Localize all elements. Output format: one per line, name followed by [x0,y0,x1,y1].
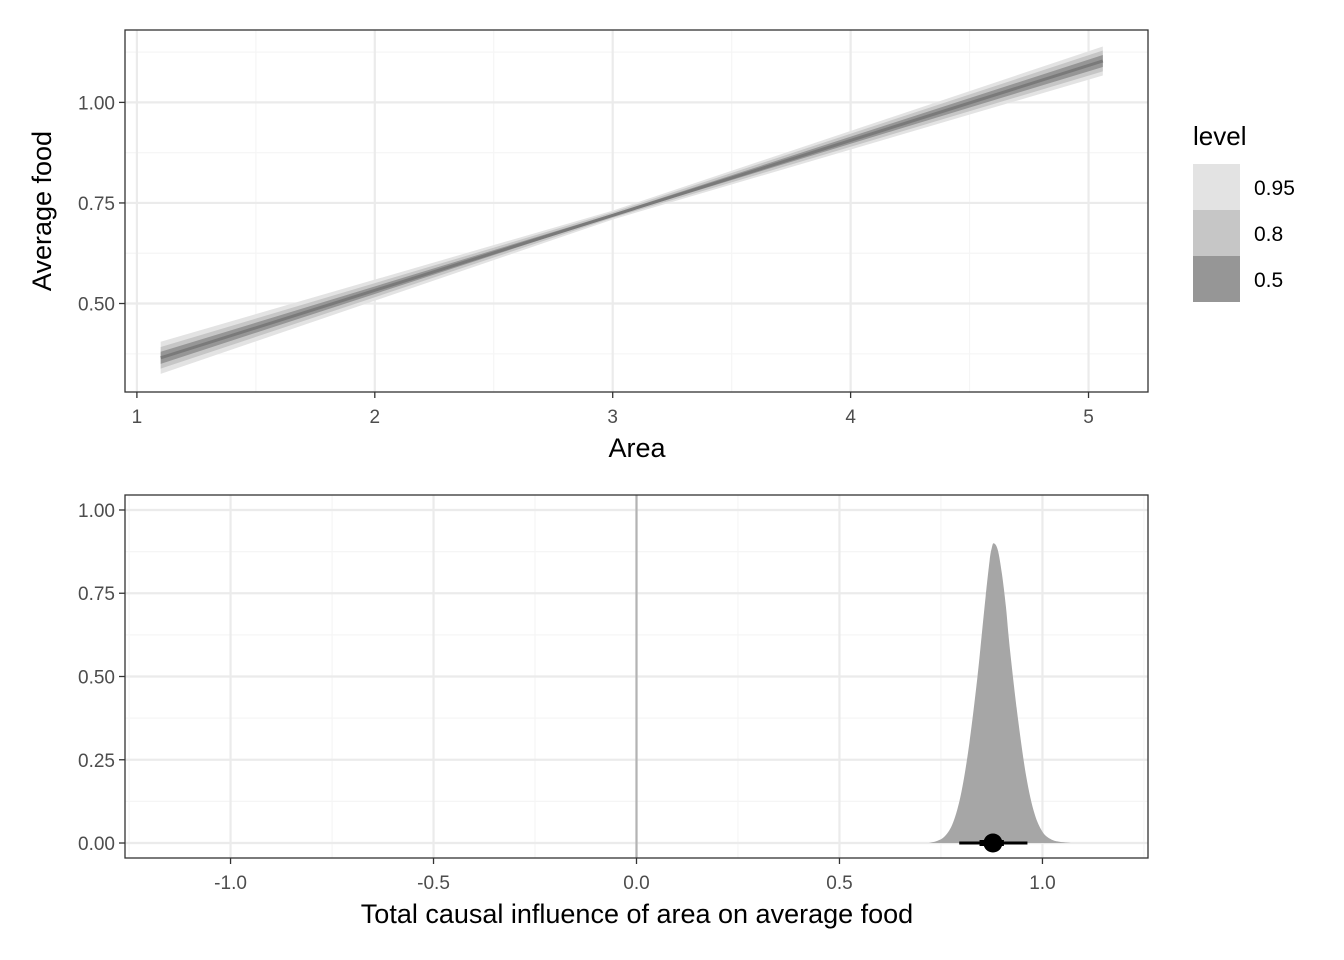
legend-keys: 0.95 0.8 0.5 [1193,164,1295,302]
x-tick-label: 4 [845,407,856,428]
x-axis-title: Area [608,433,666,463]
legend-key-swatch [1193,256,1240,302]
y-tick-label: 0.75 [78,194,115,215]
legend-title: level [1193,121,1246,151]
y-tick-label: 1.00 [78,501,115,522]
y-tick-label: 0.00 [78,834,115,855]
x-tick-label: 3 [607,407,618,428]
y-tick-label: 0.75 [78,584,115,605]
legend-key-swatch [1193,164,1240,210]
density-panel: -1.0 -0.5 0.0 0.5 1.0 0.00 0.25 0.50 0.75 1.00 T… [78,494,1149,929]
x-tick-label: 0.0 [623,873,649,894]
point-interval-group [959,833,1028,853]
legend: level 0.95 0.8 0.5 [1193,121,1295,302]
y-axis-title: Average food [27,131,57,291]
y-tick-label: 0.25 [78,751,115,772]
y-axis-ticks: 0.50 0.75 1.00 [78,93,125,316]
x-tick-label: -1.0 [214,873,247,894]
x-axis-ticks: -1.0 -0.5 0.0 0.5 1.0 [214,858,1056,894]
x-axis-title: Total causal influence of area on averag… [361,899,913,929]
x-axis-ticks: 1 2 3 4 5 [132,392,1094,428]
median-point [983,833,1003,853]
y-axis-ticks: 0.00 0.25 0.50 0.75 1.00 [78,501,125,855]
x-tick-label: 5 [1083,407,1094,428]
median-line [160,59,1104,360]
legend-key-label: 0.8 [1254,223,1283,246]
median-line-group [160,59,1104,360]
y-tick-label: 0.50 [78,668,115,689]
x-tick-label: 2 [370,407,381,428]
density-group [928,543,1071,844]
legend-key-swatch [1193,210,1240,256]
x-tick-label: 0.5 [826,873,852,894]
legend-key-label: 0.5 [1254,269,1283,292]
ribbon-panel: 1 2 3 4 5 0.50 0.75 1.00 Area Average food [27,29,1149,463]
x-tick-label: -0.5 [417,873,450,894]
y-tick-label: 1.00 [78,93,115,114]
x-tick-label: 1 [132,407,143,428]
posterior-density [928,543,1071,844]
legend-key-label: 0.95 [1254,177,1295,200]
panel-border [124,29,1149,393]
y-tick-label: 0.50 [78,295,115,316]
x-tick-label: 1.0 [1029,873,1055,894]
